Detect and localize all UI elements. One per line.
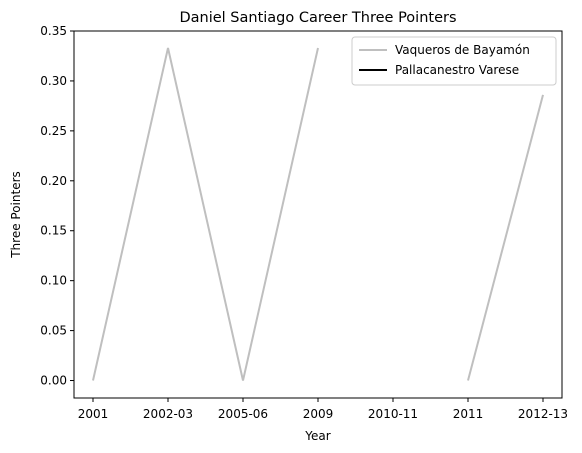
y-tick-label: 0.35 <box>40 24 67 38</box>
y-tick-label: 0.05 <box>40 324 67 338</box>
legend: Vaqueros de Bayamón Pallacanestro Varese <box>351 36 557 86</box>
series-line-0 <box>92 47 319 381</box>
y-tick-label: 0.15 <box>40 224 67 238</box>
x-tick-label: 2009 <box>303 407 334 421</box>
chart-title: Daniel Santiago Career Three Pointers <box>179 10 456 26</box>
x-tick-label: 2005-06 <box>218 407 268 421</box>
legend-frame <box>351 36 557 86</box>
y-tick-label: 0.30 <box>40 74 67 88</box>
plot-frame <box>73 30 563 399</box>
legend-label: Vaqueros de Bayamón <box>395 43 530 57</box>
y-axis: 0.00 0.05 0.10 0.15 0.20 0.25 0.30 0.35 <box>40 24 74 388</box>
series-layer <box>92 47 544 381</box>
x-tick-label: 2001 <box>78 407 109 421</box>
x-tick-label: 2012-13 <box>518 407 568 421</box>
x-axis-label: Year <box>304 429 330 443</box>
y-tick-label: 0.00 <box>40 374 67 388</box>
y-axis-label: Three Pointers <box>9 171 23 259</box>
x-tick-label: 2011 <box>453 407 484 421</box>
series-line-0 <box>467 94 544 381</box>
y-tick-label: 0.10 <box>40 274 67 288</box>
y-tick-label: 0.20 <box>40 174 67 188</box>
legend-label: Pallacanestro Varese <box>395 63 519 77</box>
x-tick-label: 2010-11 <box>368 407 418 421</box>
y-tick-label: 0.25 <box>40 124 67 138</box>
x-tick-label: 2002-03 <box>143 407 193 421</box>
x-axis: 2001 2002-03 2005-06 2009 2010-11 2011 2012-13 <box>78 398 568 421</box>
